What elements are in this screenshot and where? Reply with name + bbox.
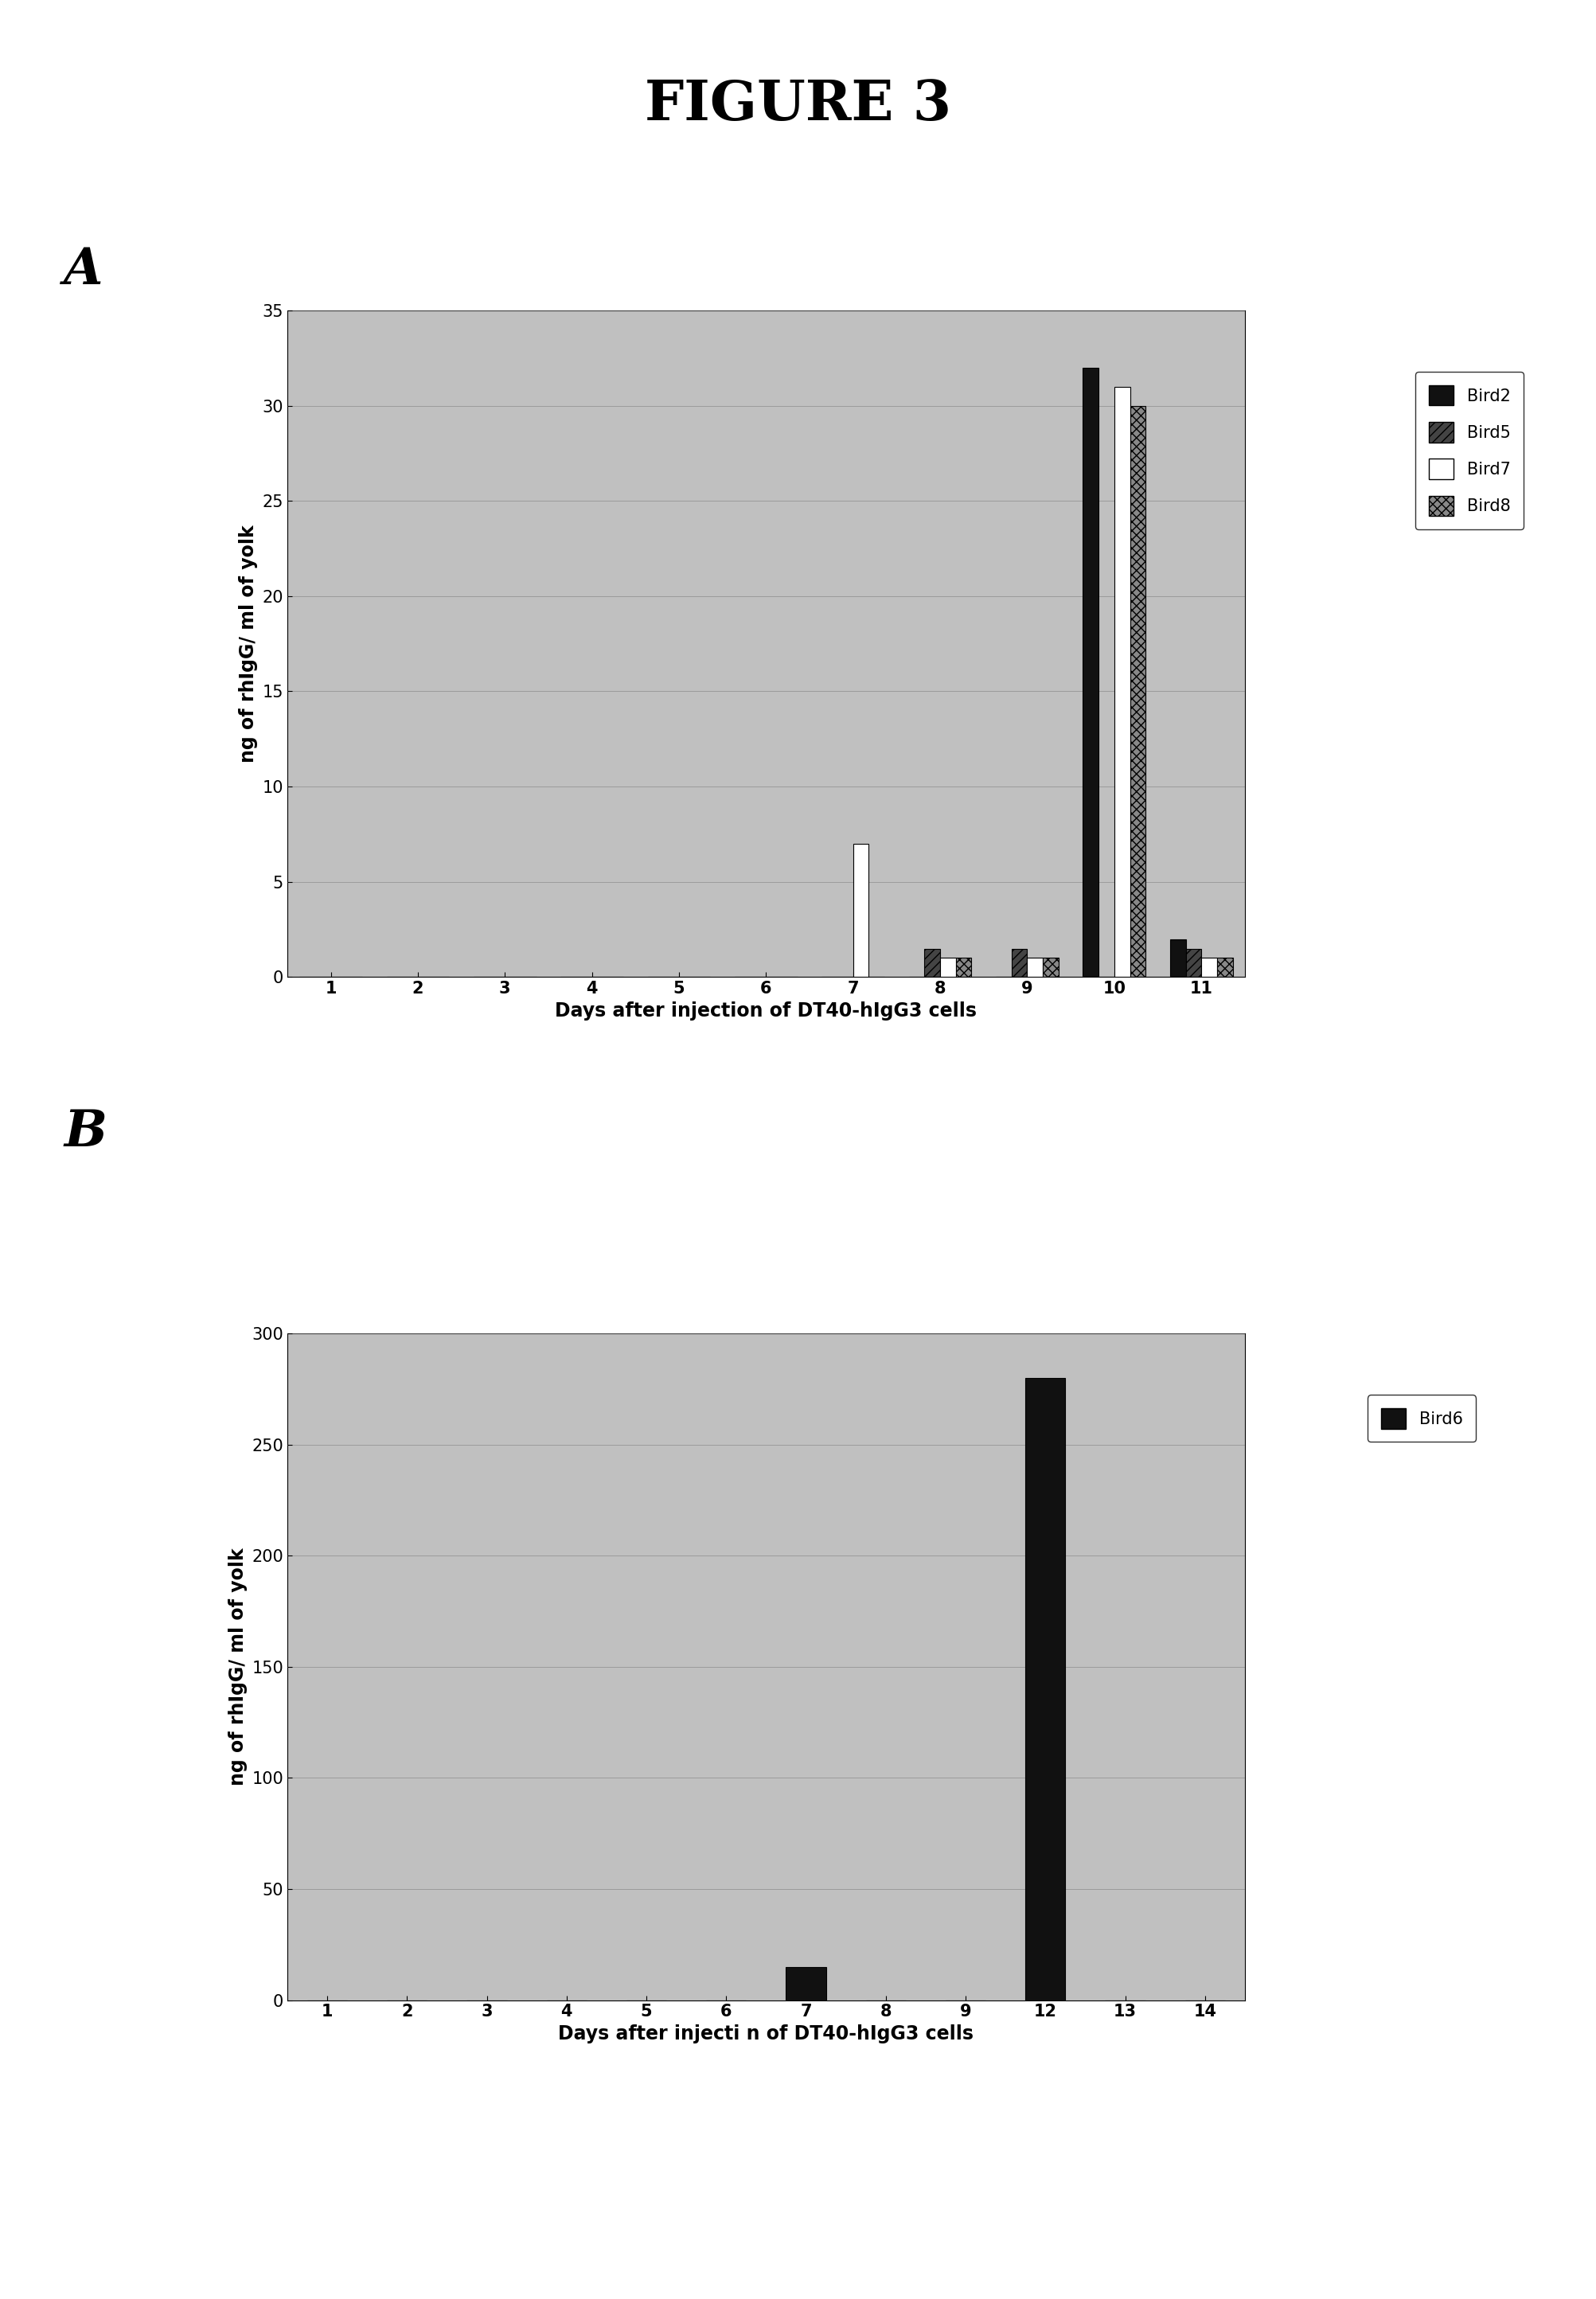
Bar — [1170, 938, 1186, 977]
Legend: Bird6: Bird6 — [1368, 1395, 1476, 1441]
Bar — [1042, 959, 1058, 977]
Bar — [1012, 949, 1028, 977]
Text: FIGURE 3: FIGURE 3 — [645, 78, 951, 131]
Bar — [1202, 959, 1218, 977]
Bar — [956, 959, 972, 977]
Bar — [1130, 405, 1146, 977]
Legend: Bird2, Bird5, Bird7, Bird8: Bird2, Bird5, Bird7, Bird8 — [1416, 372, 1524, 529]
Text: B: B — [64, 1108, 107, 1156]
Bar — [1218, 959, 1232, 977]
Bar — [924, 949, 940, 977]
X-axis label: Days after injection of DT40-hIgG3 cells: Days after injection of DT40-hIgG3 cells — [555, 1002, 977, 1021]
Y-axis label: ng of rhIgG/ ml of yolk: ng of rhIgG/ ml of yolk — [239, 524, 259, 763]
Bar — [785, 1966, 827, 2000]
Bar — [854, 844, 868, 977]
Bar — [1186, 949, 1202, 977]
Bar — [940, 959, 956, 977]
X-axis label: Days after injecti n of DT40-hIgG3 cells: Days after injecti n of DT40-hIgG3 cells — [559, 2025, 974, 2044]
Bar — [1025, 1377, 1066, 2000]
Bar — [1028, 959, 1042, 977]
Bar — [1114, 386, 1130, 977]
Text: A: A — [64, 246, 104, 294]
Y-axis label: ng of rhIgG/ ml of yolk: ng of rhIgG/ ml of yolk — [228, 1547, 247, 1786]
Bar — [1084, 368, 1098, 977]
